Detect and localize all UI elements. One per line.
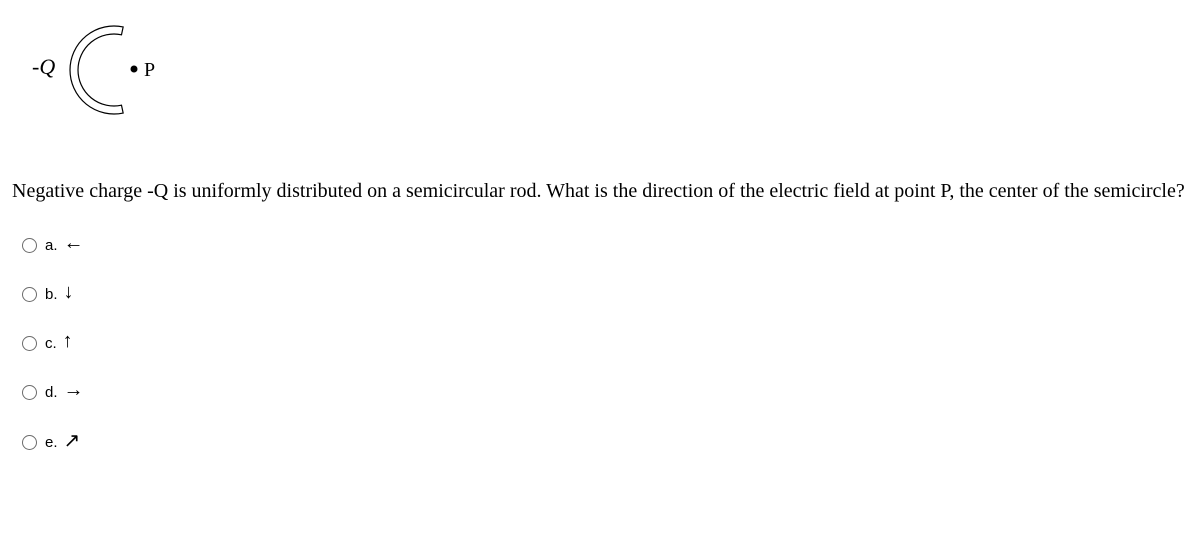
option-c-letter: c. [45, 335, 57, 352]
radio-c[interactable] [22, 336, 37, 351]
question-text: Negative charge -Q is uniformly distribu… [12, 178, 1188, 204]
point-P-dot [131, 66, 138, 73]
option-d-letter: d. [45, 384, 58, 401]
option-b[interactable]: b. ↓ [22, 283, 1188, 306]
option-a-letter: a. [45, 237, 58, 254]
semicircular-rod [70, 26, 123, 114]
options-list: a. ← b. ↓ c. ↑ d. → e. ↗ [12, 234, 1188, 455]
left-arrow-icon: ← [64, 232, 84, 255]
option-e-letter: e. [45, 434, 58, 451]
option-a[interactable]: a. ← [22, 234, 1188, 257]
right-arrow-icon: → [64, 379, 84, 402]
option-e[interactable]: e. ↗ [22, 430, 1188, 455]
option-c[interactable]: c. ↑ [22, 332, 1188, 355]
up-right-arrow-icon: ↗ [64, 428, 81, 453]
up-arrow-icon: ↑ [63, 330, 73, 353]
option-d[interactable]: d. → [22, 381, 1188, 404]
radio-a[interactable] [22, 238, 37, 253]
radio-e[interactable] [22, 435, 37, 450]
label-P: P [144, 59, 155, 81]
label-minus-Q: -Q [32, 54, 55, 79]
figure-semicircular-rod: -Q P [22, 8, 1188, 154]
radio-b[interactable] [22, 287, 37, 302]
diagram-svg: -Q P [22, 8, 222, 148]
option-b-letter: b. [45, 286, 58, 303]
down-arrow-icon: ↓ [64, 281, 74, 304]
radio-d[interactable] [22, 385, 37, 400]
